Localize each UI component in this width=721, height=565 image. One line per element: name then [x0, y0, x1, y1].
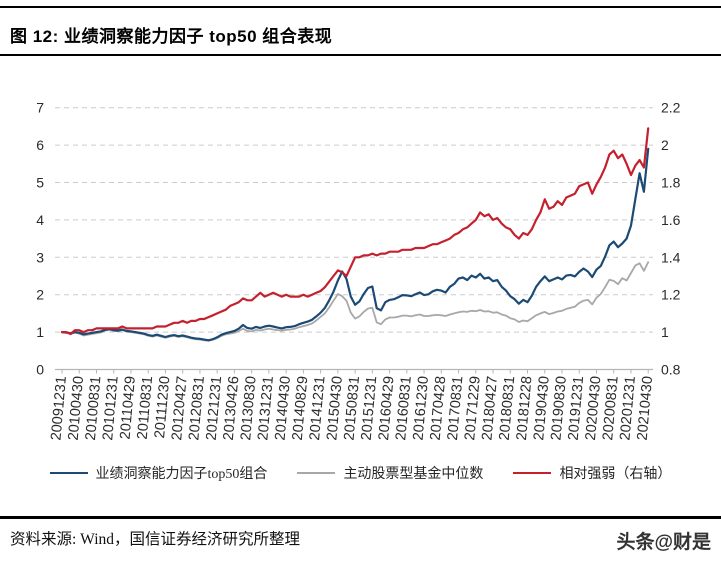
x-axis-tick-label: 20160429	[376, 375, 398, 441]
x-axis-tick-label: 20120831	[186, 375, 208, 441]
legend-item-portfolio: 业绩洞察能力因子top50组合	[49, 463, 268, 483]
x-axis-tick-label: 20121231	[204, 375, 226, 441]
right-axis-tick-label: 1.8	[661, 175, 681, 191]
x-axis-tick-label: 20171229	[462, 375, 484, 441]
x-axis-tick-label: 20100430	[66, 375, 88, 441]
series-line-0	[60, 147, 650, 342]
x-axis-tick-label: 20110429	[118, 375, 139, 440]
x-axis-tick-label: 20181228	[514, 375, 536, 441]
chart-legend: 业绩洞察能力因子top50组合 主动股票型基金中位数 相对强弱（右轴）	[0, 463, 721, 483]
x-axis-tick-label: 20101231	[100, 375, 122, 441]
x-axis-tick-label: 20100831	[83, 375, 105, 441]
left-axis-tick-label: 4	[36, 212, 44, 228]
x-axis-tick-label: 20180427	[479, 375, 501, 441]
x-axis-tick-label: 20200430	[583, 375, 605, 441]
chart-area: 0 1 2 3 4 5 6 7 0.8 1 1.2 1.4 1.6 1.8 2 2.2 20091231 2010…	[0, 78, 721, 463]
legend-label-relative-strength: 相对强弱（右轴）	[559, 467, 672, 482]
line-chart-svg: 012345670.811.21.41.61.822.2200912312010…	[36, 100, 681, 441]
right-axis-tick-label: 1.2	[661, 287, 681, 303]
relative-strength-line-swatch	[513, 472, 552, 474]
x-axis-tick-label: 20141231	[307, 375, 329, 441]
figure-title: 图 12: 业绩洞察能力因子 top50 组合表现	[10, 27, 333, 46]
right-axis-tick-label: 2	[661, 137, 669, 153]
x-axis-tick-label: 20131231	[255, 375, 277, 441]
source-text: 资料来源: Wind，国信证券经济研究所整理	[10, 531, 300, 548]
x-axis-tick-label: 20111230	[152, 375, 173, 439]
x-axis-tick-label: 20140430	[273, 375, 295, 441]
watermark-text: 头条@财是	[616, 532, 711, 553]
x-axis-tick-label: 20130426	[221, 375, 243, 441]
footer-rule	[0, 516, 721, 519]
x-axis-tick-label: 20180831	[497, 375, 519, 441]
x-axis-tick-label: 20161230	[411, 375, 433, 441]
x-axis-tick-label: 20110831	[135, 375, 156, 440]
right-axis-tick-label: 0.8	[661, 362, 681, 378]
fund-median-line-swatch	[297, 472, 336, 474]
legend-label-portfolio: 业绩洞察能力因子top50组合	[95, 467, 268, 482]
top-rule	[0, 6, 721, 8]
legend-item-relative-strength: 相对强弱（右轴）	[513, 463, 671, 483]
x-axis-tick-label: 20170428	[428, 375, 450, 441]
x-axis-tick-label: 20150831	[342, 375, 364, 441]
x-axis-tick-label: 20210430	[635, 375, 657, 441]
x-axis-tick-label: 20200831	[600, 375, 622, 441]
x-axis-tick-label: 20150430	[324, 375, 346, 441]
x-axis-tick-label: 20120427	[169, 375, 191, 441]
portfolio-line-swatch	[49, 472, 88, 474]
x-axis-tick-label: 20140829	[290, 375, 312, 441]
x-axis-tick-label: 20151231	[359, 375, 381, 441]
legend-item-fund-median: 主动股票型基金中位数	[297, 463, 483, 483]
left-axis-tick-label: 6	[36, 137, 44, 153]
x-axis-tick-label: 20091231	[48, 375, 70, 441]
x-axis-tick-label: 20191231	[566, 375, 588, 441]
left-axis-tick-label: 3	[36, 249, 44, 265]
x-axis-tick-label: 20201231	[617, 375, 639, 441]
left-axis-tick-label: 5	[36, 175, 44, 191]
right-axis-tick-label: 1	[661, 324, 669, 340]
left-axis-tick-label: 0	[36, 362, 44, 378]
x-axis-tick-label: 20190830	[548, 375, 570, 441]
x-axis-tick-label: 20190430	[531, 375, 553, 441]
right-axis-tick-label: 1.6	[661, 212, 681, 228]
series-line-2	[60, 127, 650, 336]
right-axis-tick-label: 2.2	[661, 100, 681, 116]
x-axis-tick-label: 20130830	[238, 375, 260, 441]
left-axis-tick-label: 1	[36, 324, 44, 340]
legend-label-fund-median: 主动股票型基金中位数	[343, 467, 484, 482]
left-axis-tick-label: 7	[36, 100, 44, 116]
title-underline-rule	[0, 54, 721, 56]
left-axis-tick-label: 2	[36, 287, 44, 303]
x-axis-tick-label: 20160831	[393, 375, 415, 441]
right-axis-tick-label: 1.4	[661, 249, 681, 265]
x-axis-tick-label: 20170831	[445, 375, 467, 441]
